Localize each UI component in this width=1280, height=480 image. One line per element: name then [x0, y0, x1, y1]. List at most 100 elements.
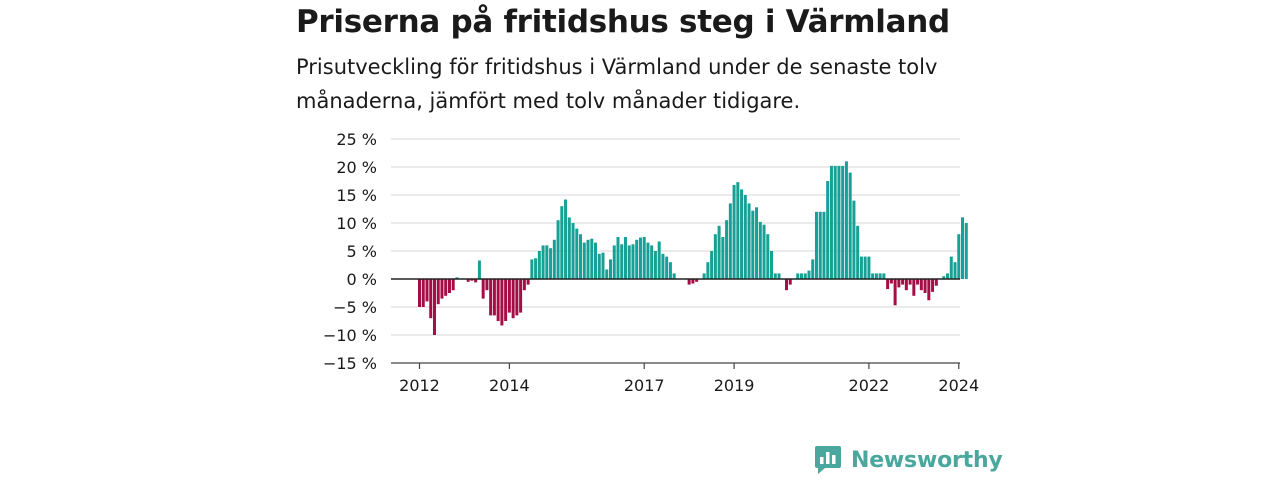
bar: [575, 228, 579, 279]
bar: [736, 182, 740, 279]
bar: [897, 279, 901, 288]
bar: [770, 251, 774, 279]
bar: [623, 237, 627, 279]
y-tick-label: 10 %: [336, 214, 377, 233]
bar: [901, 279, 905, 285]
bar: [796, 273, 800, 279]
y-axis-ticks: 25 % 20 % 15 % 10 % 5 % 0 % −5 % −10 % −15 %: [323, 130, 377, 373]
bar: [432, 279, 436, 335]
bar: [466, 279, 470, 282]
bar: [661, 253, 665, 279]
bar: [526, 279, 530, 285]
bar: [886, 279, 890, 290]
x-tick-label: 2017: [624, 376, 665, 395]
y-tick-label: 15 %: [336, 186, 377, 205]
bar: [687, 279, 691, 285]
bar: [743, 195, 747, 279]
bar: [923, 279, 927, 293]
bar: [777, 273, 781, 279]
bar: [560, 206, 564, 279]
bar: [871, 273, 875, 279]
bar: [882, 273, 886, 279]
bar: [927, 279, 931, 301]
bar: [919, 279, 923, 291]
bar: [436, 279, 440, 305]
bar: [665, 256, 669, 279]
bar: [653, 251, 657, 279]
x-tick-label: 2022: [849, 376, 890, 395]
bar: [957, 234, 961, 279]
bar: [474, 279, 478, 283]
bar: [571, 223, 575, 279]
bar: [946, 273, 950, 279]
bar: [691, 279, 695, 284]
bar: [612, 245, 616, 279]
bar: [826, 181, 830, 279]
bar: [856, 225, 860, 279]
bar: [504, 279, 508, 321]
bar: [863, 256, 867, 279]
bar: [496, 279, 500, 321]
bar: [522, 279, 526, 291]
y-tick-label: −5 %: [333, 298, 377, 317]
chart-title: Priserna på fritidshus steg i Värmland: [296, 4, 950, 40]
bar: [773, 273, 777, 279]
bar: [549, 248, 553, 279]
bar: [519, 279, 523, 313]
bar: [638, 237, 642, 279]
annotations: 10 %: [971, 0, 1014, 5]
bar: [421, 279, 425, 307]
y-tick-label: −10 %: [323, 326, 377, 345]
bar: [425, 279, 429, 302]
bar: [440, 279, 444, 299]
y-tick-label: 25 %: [336, 130, 377, 149]
newsworthy-brand: Newsworthy: [814, 444, 1003, 476]
bar: [728, 203, 732, 279]
bar: [597, 253, 601, 279]
bar: [631, 244, 635, 279]
bar: [616, 237, 620, 279]
bar: [818, 211, 822, 279]
bar: [758, 221, 762, 279]
bar: [766, 234, 770, 279]
x-tick-label: 2014: [489, 376, 530, 395]
bar: [878, 273, 882, 279]
bars: [418, 161, 968, 335]
bar: [867, 256, 871, 279]
bar: [429, 279, 433, 319]
gridlines: [391, 138, 960, 336]
bar: [717, 225, 721, 279]
bar: [747, 203, 751, 279]
bar: [477, 260, 481, 279]
bar: [556, 220, 560, 279]
bar: [916, 279, 920, 285]
bar: [740, 189, 744, 279]
bar: [725, 220, 729, 279]
y-tick-label: −15 %: [323, 354, 377, 373]
bar: [713, 234, 717, 279]
bar: [934, 279, 938, 286]
bar: [507, 279, 511, 313]
bar: [721, 237, 725, 279]
bar: [609, 259, 612, 279]
bar: [785, 279, 789, 291]
bar: [710, 251, 714, 279]
brand-name: Newsworthy: [851, 447, 1003, 473]
bar: [912, 279, 916, 296]
bar: [541, 245, 545, 279]
bar: [822, 211, 826, 279]
bar: [605, 269, 609, 279]
bar: [552, 239, 556, 279]
bar: [788, 279, 792, 285]
bar: [635, 239, 639, 279]
bar: [579, 234, 583, 279]
bar: [444, 279, 448, 296]
bar: [751, 210, 755, 279]
last-value-annotation: 10 %: [971, 0, 1014, 5]
bar: [755, 207, 759, 279]
bar: [837, 165, 841, 279]
bar: [908, 279, 912, 285]
bar: [530, 259, 534, 279]
bar: [841, 165, 845, 279]
